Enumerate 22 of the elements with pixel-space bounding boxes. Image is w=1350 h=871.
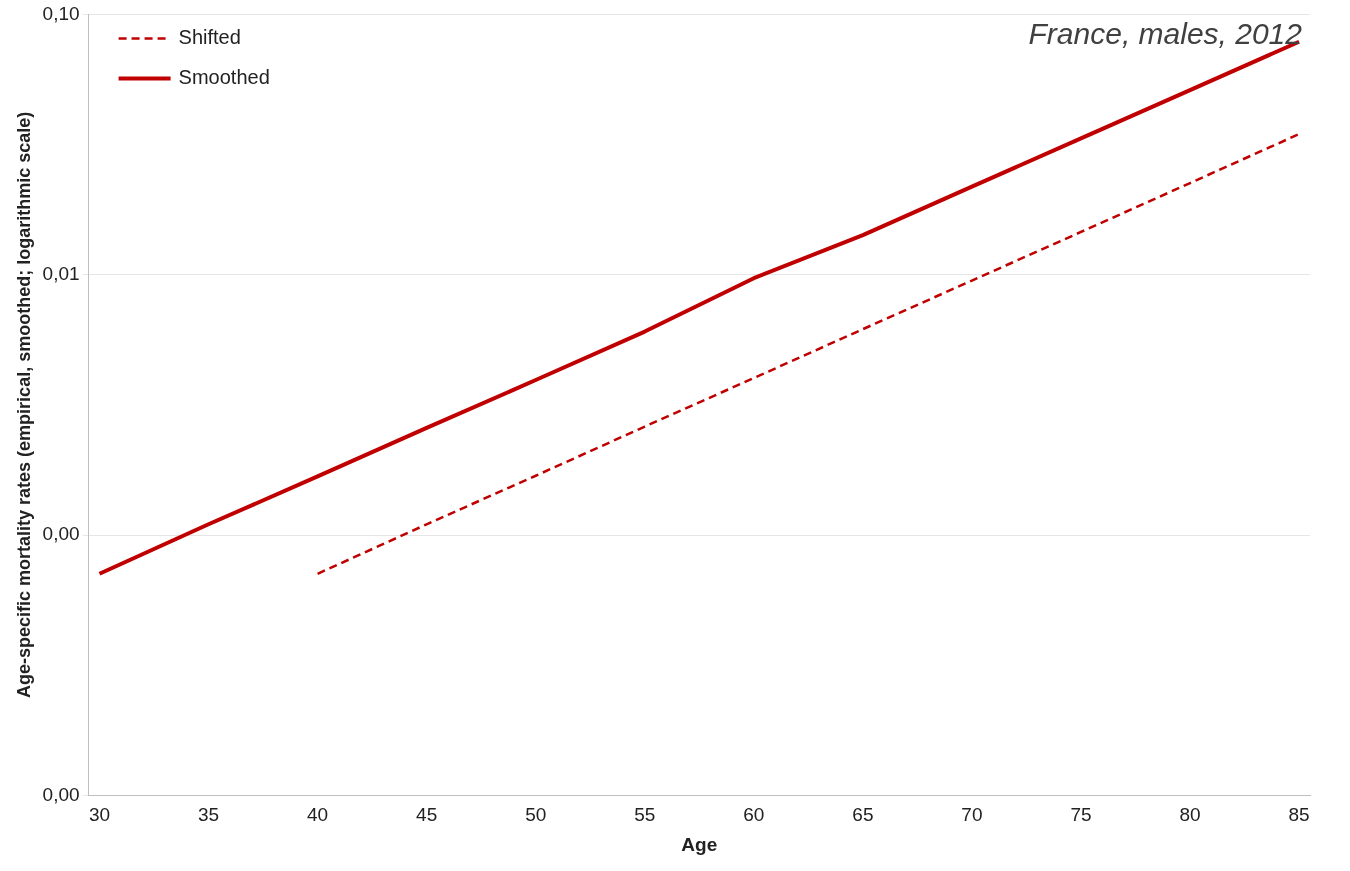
y-tick-label: 0,01	[42, 262, 80, 284]
x-tick-label: 80	[1179, 804, 1201, 826]
x-tick-label: 40	[307, 804, 329, 826]
x-tick-label: 55	[634, 804, 656, 826]
y-axis-title: Age-specific mortality rates (empirical, smoothed; logarithmic scale)	[13, 111, 34, 698]
y-tick-label: 0,00	[42, 783, 80, 805]
x-tick-label: 60	[743, 804, 765, 826]
x-tick-label: 50	[525, 804, 547, 826]
legend-label: Shifted	[178, 25, 241, 48]
y-tick-label: 0,00	[42, 523, 80, 545]
y-tick-label: 0,10	[42, 2, 80, 24]
x-tick-label: 65	[852, 804, 874, 826]
x-tick-label: 30	[88, 804, 111, 826]
x-tick-label: 85	[1288, 804, 1310, 826]
x-axis-title: Age	[681, 833, 718, 855]
line-series	[316, 132, 1301, 576]
legend-label: Smoothed	[178, 65, 270, 88]
x-tick-label: 75	[1070, 804, 1092, 826]
x-tick-label: 70	[961, 804, 983, 826]
x-tick-label: 45	[416, 804, 438, 826]
x-tick-label: 35	[197, 804, 220, 826]
annotation: France, males, 2012	[1028, 16, 1303, 50]
